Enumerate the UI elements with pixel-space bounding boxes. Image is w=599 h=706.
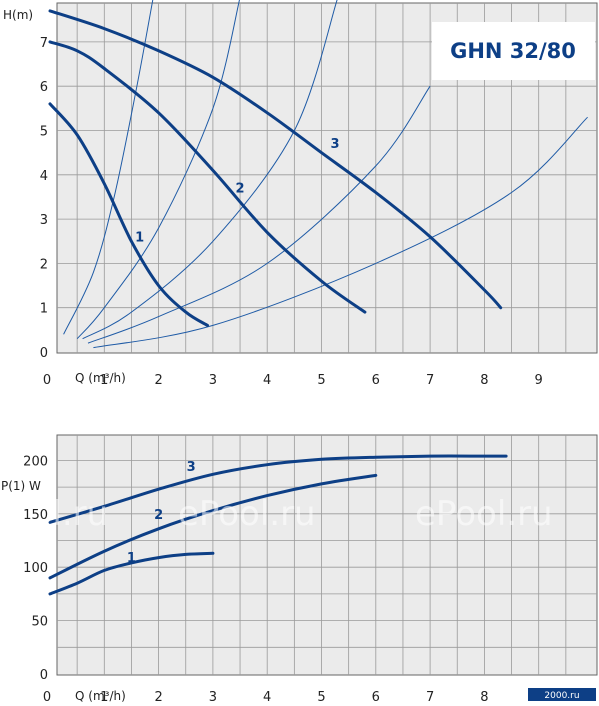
y-tick-label: 4 — [40, 169, 48, 184]
x-tick-label: 4 — [263, 690, 271, 705]
x-tick-label: 7 — [426, 690, 434, 705]
head-x-label: Q (m³/h) — [75, 371, 126, 385]
y-tick-label: 5 — [40, 125, 48, 140]
y-tick-label: 1 — [40, 302, 48, 317]
power-series — [48, 454, 508, 596]
system-curve-2 — [76, 0, 240, 340]
brand-badge — [528, 688, 596, 701]
x-tick-label: 6 — [372, 690, 380, 705]
x-tick-label: 1 — [100, 690, 108, 705]
y-tick-label: 0 — [40, 668, 48, 683]
curve-speed-2 — [48, 473, 378, 580]
power-chart: 123 oool.ru ePool.ru ePool.ru 0501001502… — [0, 434, 598, 705]
system-curve-1 — [63, 0, 154, 335]
y-tick-label: 50 — [31, 615, 48, 630]
y-tick-label: 7 — [40, 36, 48, 51]
y-tick-label: 100 — [23, 561, 48, 576]
head-curve-labels: 1 2 3 — [135, 137, 340, 245]
head-series — [48, 9, 503, 327]
power-y-label: P(1) W — [1, 479, 41, 493]
head-x-ticks: 0 1 2 3 4 5 6 7 8 9 — [43, 373, 543, 388]
system-curve-5 — [93, 116, 588, 349]
curve-speed-1 — [48, 102, 209, 327]
curve-label-1: 1 — [135, 230, 144, 245]
power-plot-area — [56, 434, 598, 676]
x-tick-label: 0 — [43, 373, 51, 388]
y-tick-label: 0 — [40, 346, 48, 361]
head-y-ticks: 0 1 2 3 4 5 6 7 — [40, 36, 48, 361]
system-curve-4 — [87, 85, 431, 344]
x-tick-label: 4 — [263, 373, 271, 388]
curve-label-2: 2 — [154, 508, 163, 523]
curve-label-3: 3 — [331, 137, 340, 152]
head-chart: 1 2 3 GHN 32/80 0 1 2 3 4 5 6 7 0 1 2 3 4 5 6 7 8 9 H(m) Q… — [3, 0, 598, 388]
y-tick-label: 6 — [40, 80, 48, 95]
curve-label-1: 1 — [127, 551, 136, 566]
head-grid — [57, 3, 597, 353]
power-curve-labels: 1 2 3 — [127, 460, 196, 566]
x-tick-label: 9 — [535, 373, 543, 388]
head-y-label: H(m) — [3, 8, 33, 22]
y-tick-label: 2 — [40, 257, 48, 272]
y-tick-label: 150 — [23, 508, 48, 523]
curve-speed-3 — [48, 9, 503, 310]
x-tick-label: 5 — [317, 373, 325, 388]
brand-text: 2000.ru — [544, 691, 579, 701]
x-tick-label: 3 — [209, 690, 217, 705]
x-tick-label: 8 — [480, 690, 488, 705]
system-curves — [63, 0, 588, 349]
curve-speed-1 — [48, 551, 215, 596]
y-tick-label: 3 — [40, 213, 48, 228]
x-tick-label: 6 — [372, 373, 380, 388]
curve-speed-2 — [48, 40, 367, 314]
power-x-label: Q (m³/h) — [75, 689, 126, 703]
x-tick-label: 3 — [209, 373, 217, 388]
x-tick-label: 1 — [100, 373, 108, 388]
system-curve-3 — [82, 0, 338, 340]
curve-label-2: 2 — [236, 182, 245, 197]
chart-title: GHN 32/80 — [450, 39, 576, 63]
model-label-box — [432, 22, 595, 80]
y-tick-label: 200 — [23, 454, 48, 469]
curve-speed-3 — [48, 454, 508, 524]
x-tick-label: 5 — [317, 690, 325, 705]
curve-label-3: 3 — [187, 460, 196, 475]
x-tick-label: 8 — [480, 373, 488, 388]
watermark-2: ePool.ru — [178, 494, 316, 534]
x-tick-label: 2 — [154, 373, 162, 388]
watermark-3: ePool.ru — [415, 494, 553, 534]
x-tick-label: 2 — [154, 690, 162, 705]
watermark-1: oool.ru — [0, 494, 108, 534]
power-y-ticks: 0 50 100 150 200 — [23, 454, 48, 683]
x-tick-label: 7 — [426, 373, 434, 388]
x-tick-label: 0 — [43, 690, 51, 705]
